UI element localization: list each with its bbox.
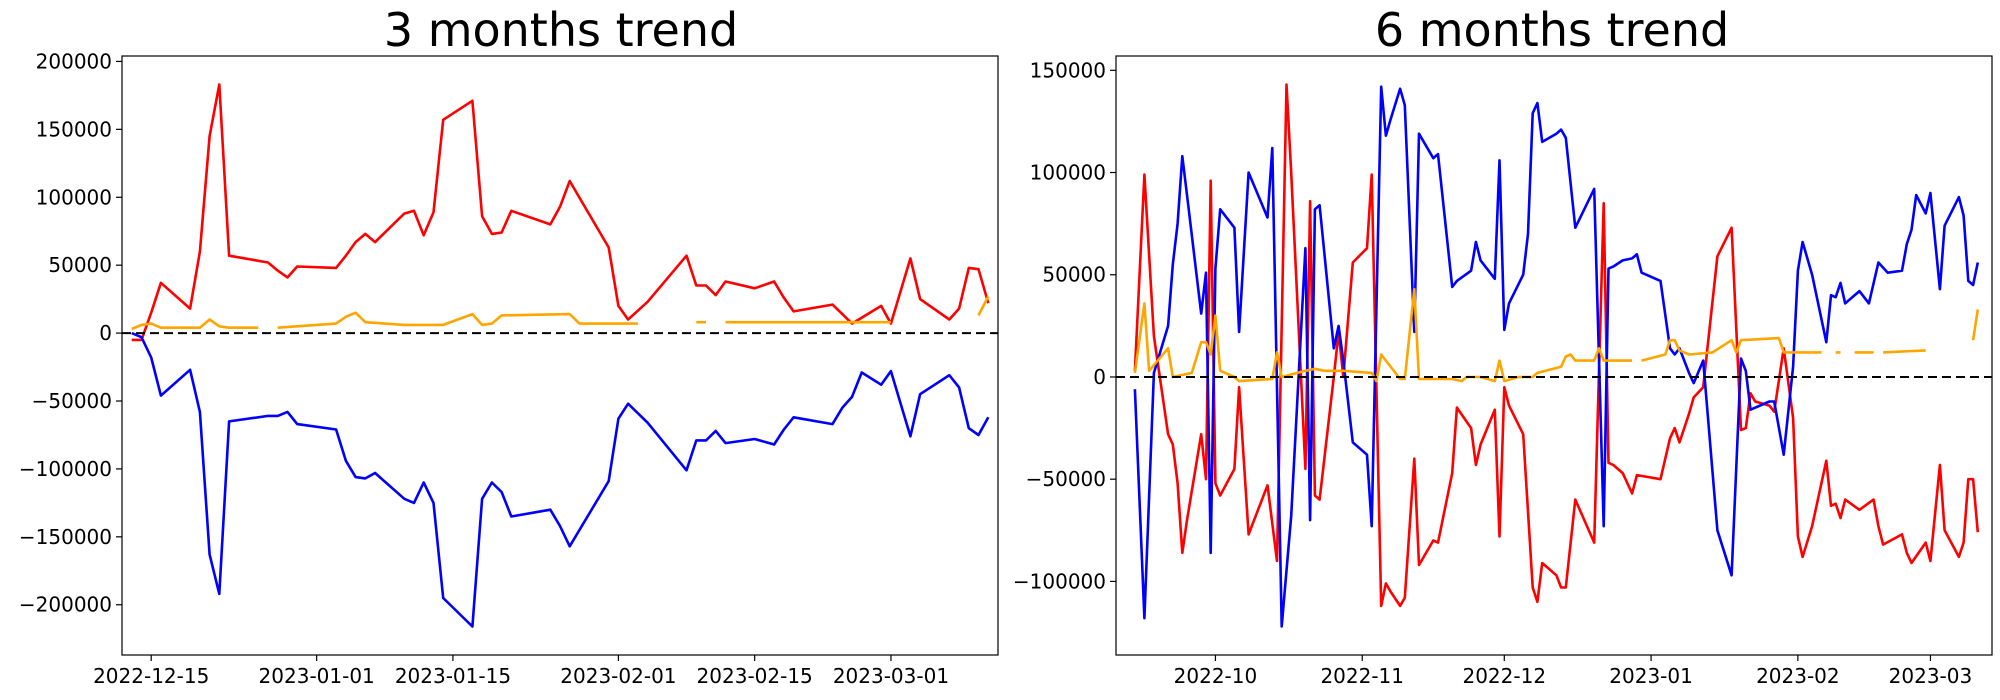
y-tick-label: 150000 — [1030, 58, 1106, 82]
y-axis: −200000 −150000 −100000 −50000 0 50000 100000 1… — [19, 49, 122, 617]
y-tick-label: −100000 — [19, 457, 112, 481]
axes-frame — [1115, 55, 1993, 656]
series-line-1 — [1133, 85, 1980, 628]
y-tick-label: −100000 — [1013, 569, 1106, 593]
y-tick-label: 100000 — [36, 185, 112, 209]
chart-title: 3 months trend — [384, 3, 738, 57]
series-line-2 — [1133, 287, 1980, 383]
y-tick-label: 100000 — [1030, 161, 1106, 185]
y-tick-label: 50000 — [48, 253, 112, 277]
x-tick-label: 2023-03-01 — [833, 664, 949, 688]
chart-title: 6 months trend — [1375, 3, 1729, 57]
series-layer — [131, 83, 990, 628]
y-tick-label: −150000 — [19, 525, 112, 549]
y-tick-label: 0 — [1093, 365, 1106, 389]
y-axis: −100000 −50000 0 50000 100000 150000 — [1013, 58, 1116, 593]
series-line-2 — [131, 295, 990, 331]
x-tick-label: 2023-01 — [1609, 664, 1693, 688]
x-tick-label: 2022-10 — [1174, 664, 1258, 688]
x-tick-label: 2023-03 — [1889, 664, 1973, 688]
y-tick-label: 0 — [99, 321, 112, 345]
x-tick-label: 2023-01-01 — [259, 664, 375, 688]
chart-6-months: 6 months trend 2022-10 2022-11 2022-12 2023… — [1013, 3, 1993, 688]
x-tick-label: 2022-11 — [1320, 664, 1404, 688]
x-axis: 2022-10 2022-11 2022-12 2023-01 2023-02 2023-… — [1174, 655, 1973, 688]
y-tick-label: −200000 — [19, 593, 112, 617]
x-tick-label: 2023-02-15 — [697, 664, 813, 688]
x-tick-label: 2023-01-15 — [395, 664, 511, 688]
y-tick-label: −50000 — [32, 389, 112, 413]
series-layer — [1133, 83, 1980, 628]
y-tick-label: 200000 — [36, 49, 112, 73]
x-tick-label: 2023-02-01 — [560, 664, 676, 688]
x-tick-label: 2023-02 — [1756, 664, 1840, 688]
x-tick-label: 2022-12-15 — [93, 664, 209, 688]
x-tick-label: 2022-12 — [1462, 664, 1546, 688]
series-line-1 — [131, 331, 990, 628]
x-axis: 2022-12-15 2023-01-01 2023-01-15 2023-02-01… — [93, 655, 949, 688]
y-tick-label: 50000 — [1042, 263, 1106, 287]
y-tick-label: −50000 — [1026, 467, 1106, 491]
y-tick-label: 150000 — [36, 117, 112, 141]
axes-frame — [121, 55, 999, 656]
chart-3-months: 3 months trend 2022-12-15 2023-01-01 2023-… — [19, 3, 999, 688]
